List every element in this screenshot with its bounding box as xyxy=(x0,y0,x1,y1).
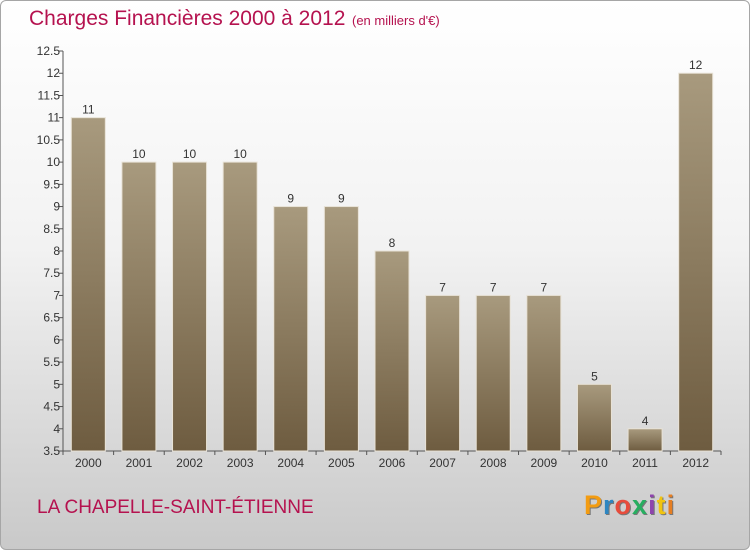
y-tick-label: 12 xyxy=(47,66,61,80)
x-tick-label-2002: 2002 xyxy=(176,456,203,470)
value-label-2005: 9 xyxy=(338,192,345,206)
value-label-2002: 10 xyxy=(183,147,197,161)
y-tick-label: 11.5 xyxy=(38,88,61,102)
value-label-2003: 10 xyxy=(233,147,247,161)
bars: 11 10 10 10 9 9 8 7 7 7 5 4 12 xyxy=(70,58,714,452)
proxiti-logo[interactable]: Proxiti xyxy=(584,490,675,521)
y-tick-label: 10 xyxy=(47,155,61,169)
y-tick-label: 7.5 xyxy=(43,266,60,280)
y-tick-label: 12.5 xyxy=(37,44,61,58)
y-tick-label: 7 xyxy=(53,288,60,302)
logo-letter: i xyxy=(648,490,657,520)
x-tick-label-2001: 2001 xyxy=(126,456,153,470)
logo-letter: o xyxy=(614,490,633,520)
bar-2010 xyxy=(576,383,612,452)
x-tick-label-2012: 2012 xyxy=(682,456,709,470)
value-label-2009: 7 xyxy=(541,280,548,294)
value-label-2010: 5 xyxy=(591,369,598,383)
x-tick-label-2007: 2007 xyxy=(429,456,456,470)
bar-2012 xyxy=(678,72,714,452)
bar-2007 xyxy=(425,294,461,452)
value-label-2008: 7 xyxy=(490,280,497,294)
x-tick-label-2008: 2008 xyxy=(480,456,507,470)
x-tick-label-2011: 2011 xyxy=(632,456,658,470)
value-label-2007: 7 xyxy=(439,280,446,294)
bar-2008 xyxy=(475,294,511,452)
x-tick-label-2006: 2006 xyxy=(379,456,406,470)
logo-letter: P xyxy=(584,490,604,520)
y-tick-label: 4 xyxy=(53,422,60,436)
logo-letter: x xyxy=(632,490,649,520)
logo-letter: r xyxy=(603,490,615,520)
chart-title: Charges Financières 2000 à 2012 xyxy=(29,7,346,30)
x-tick-label-2004: 2004 xyxy=(277,456,304,470)
value-label-2004: 9 xyxy=(287,192,294,206)
bar-2011 xyxy=(627,428,663,452)
bar-2006 xyxy=(374,250,410,452)
y-axis: 3.5 4 4.5 5 5.5 6 6.5 7 7.5 8 8.5 9 9.5 10 10.5 11 11.5 1… xyxy=(37,44,64,458)
bar-2000 xyxy=(70,117,106,452)
y-tick-label: 4.5 xyxy=(43,400,60,414)
y-tick-label: 8 xyxy=(53,244,60,258)
commune-name: LA CHAPELLE-SAINT-ÉTIENNE xyxy=(37,497,314,518)
y-tick-label: 10.5 xyxy=(37,133,61,147)
value-label-2000: 11 xyxy=(82,103,95,117)
x-tick-label-2005: 2005 xyxy=(328,456,355,470)
bar-2004 xyxy=(273,206,309,452)
y-tick-label: 8.5 xyxy=(43,222,60,236)
bar-2005 xyxy=(323,206,359,452)
x-tick-label-2003: 2003 xyxy=(227,456,254,470)
bar-2003 xyxy=(222,161,258,452)
value-label-2001: 10 xyxy=(132,147,146,161)
y-tick-label: 5.5 xyxy=(43,355,60,369)
y-tick-label: 11 xyxy=(48,111,61,125)
x-tick-label-2009: 2009 xyxy=(530,456,557,470)
x-tick-label-2010: 2010 xyxy=(581,456,608,470)
x-tick-label-2000: 2000 xyxy=(75,456,102,470)
chart-subtitle: (en milliers d'€) xyxy=(352,13,440,28)
value-label-2012: 12 xyxy=(689,58,703,72)
bar-2009 xyxy=(526,294,562,452)
x-axis: 2000 2001 2002 2003 2004 2005 2006 2007 2008 2009… xyxy=(62,450,722,470)
logo-letter: i xyxy=(666,490,676,520)
y-tick-label: 3.5 xyxy=(43,444,60,458)
logo-letter: t xyxy=(656,490,667,520)
y-tick-label: 9 xyxy=(53,200,60,214)
bar-2001 xyxy=(121,161,157,452)
y-tick-label: 5 xyxy=(53,377,60,391)
y-tick-label: 6 xyxy=(53,333,60,347)
y-tick-label: 9.5 xyxy=(43,177,60,191)
value-label-2011: 4 xyxy=(642,414,649,428)
bar-2002 xyxy=(172,161,208,452)
value-label-2006: 8 xyxy=(389,236,396,250)
y-tick-label: 6.5 xyxy=(43,311,60,325)
